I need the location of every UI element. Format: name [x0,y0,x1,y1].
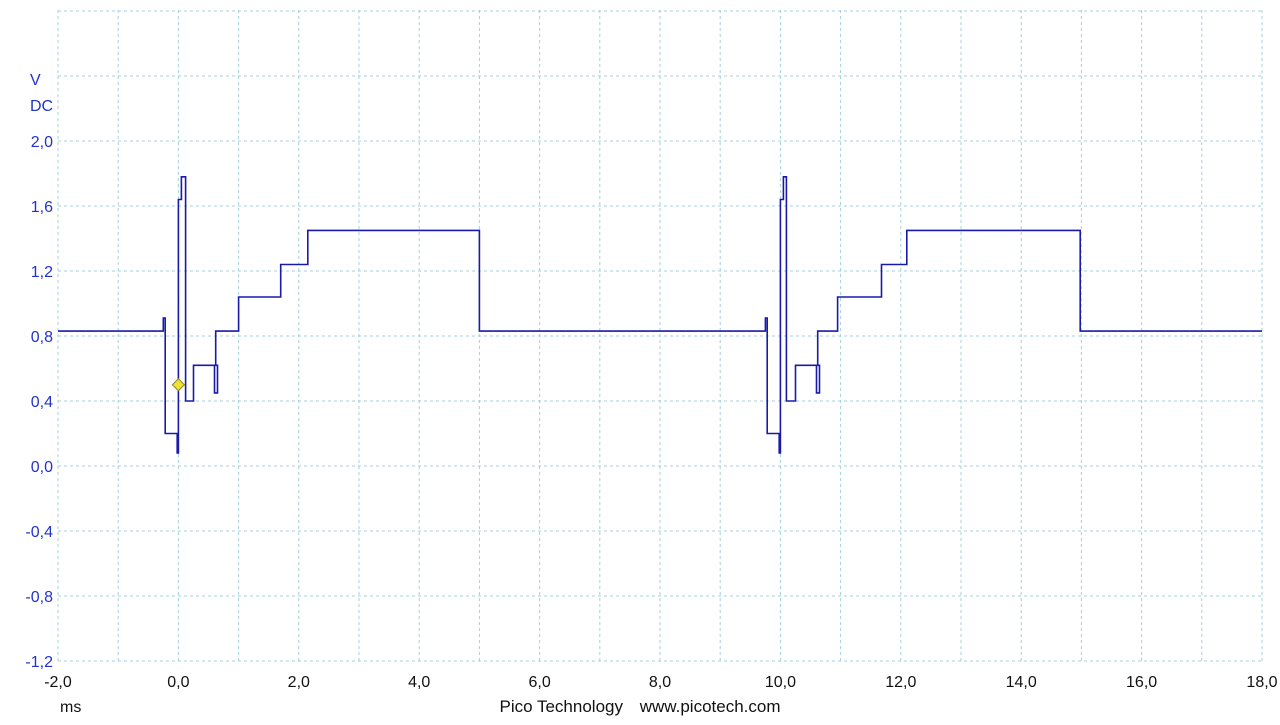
footer: Pico Technology www.picotech.com [0,697,1280,717]
y-tick-label: -0,8 [25,589,53,606]
x-axis-ticks: -2,0 0,0 2,0 4,0 6,0 8,0 10,0 12,0 14,0 16,0 18,0 [44,674,1277,691]
x-tick-label: 2,0 [288,674,310,691]
y-tick-label: 0,8 [31,329,53,346]
x-unit-label: ms [60,699,82,716]
x-tick-label: 16,0 [1126,674,1157,691]
y-tick-label: 1,6 [31,199,53,216]
x-tick-label: 6,0 [528,674,550,691]
signal-trace [58,176,1262,454]
x-tick-label: 10,0 [765,674,796,691]
trigger-layer [171,378,186,392]
grid [57,10,1263,662]
x-tick-label: 12,0 [885,674,916,691]
x-tick-label: 14,0 [1006,674,1037,691]
y-unit-label: V [30,72,41,89]
y-tick-label: -0,4 [25,524,53,541]
footer-brand: Pico Technology [499,697,623,716]
footer-website: www.picotech.com [639,697,781,716]
y-tick-label: 0,4 [31,394,53,411]
y-tick-label: 2,0 [31,134,53,151]
x-tick-label: -2,0 [44,674,72,691]
y-tick-label: 1,2 [31,264,53,281]
trace-layer [58,176,1262,454]
y-axis-ticks: 2,0 1,6 1,2 0,8 0,4 0,0 -0,4 -0,8 -1,2 [25,134,53,671]
x-tick-label: 4,0 [408,674,430,691]
y-tick-label: 0,0 [31,459,53,476]
y-coupling-label: DC [30,98,54,115]
x-tick-label: 0,0 [167,674,189,691]
trigger-marker [171,378,186,392]
x-tick-label: 18,0 [1246,674,1277,691]
x-tick-label: 8,0 [649,674,671,691]
y-tick-label: -1,2 [25,654,53,671]
